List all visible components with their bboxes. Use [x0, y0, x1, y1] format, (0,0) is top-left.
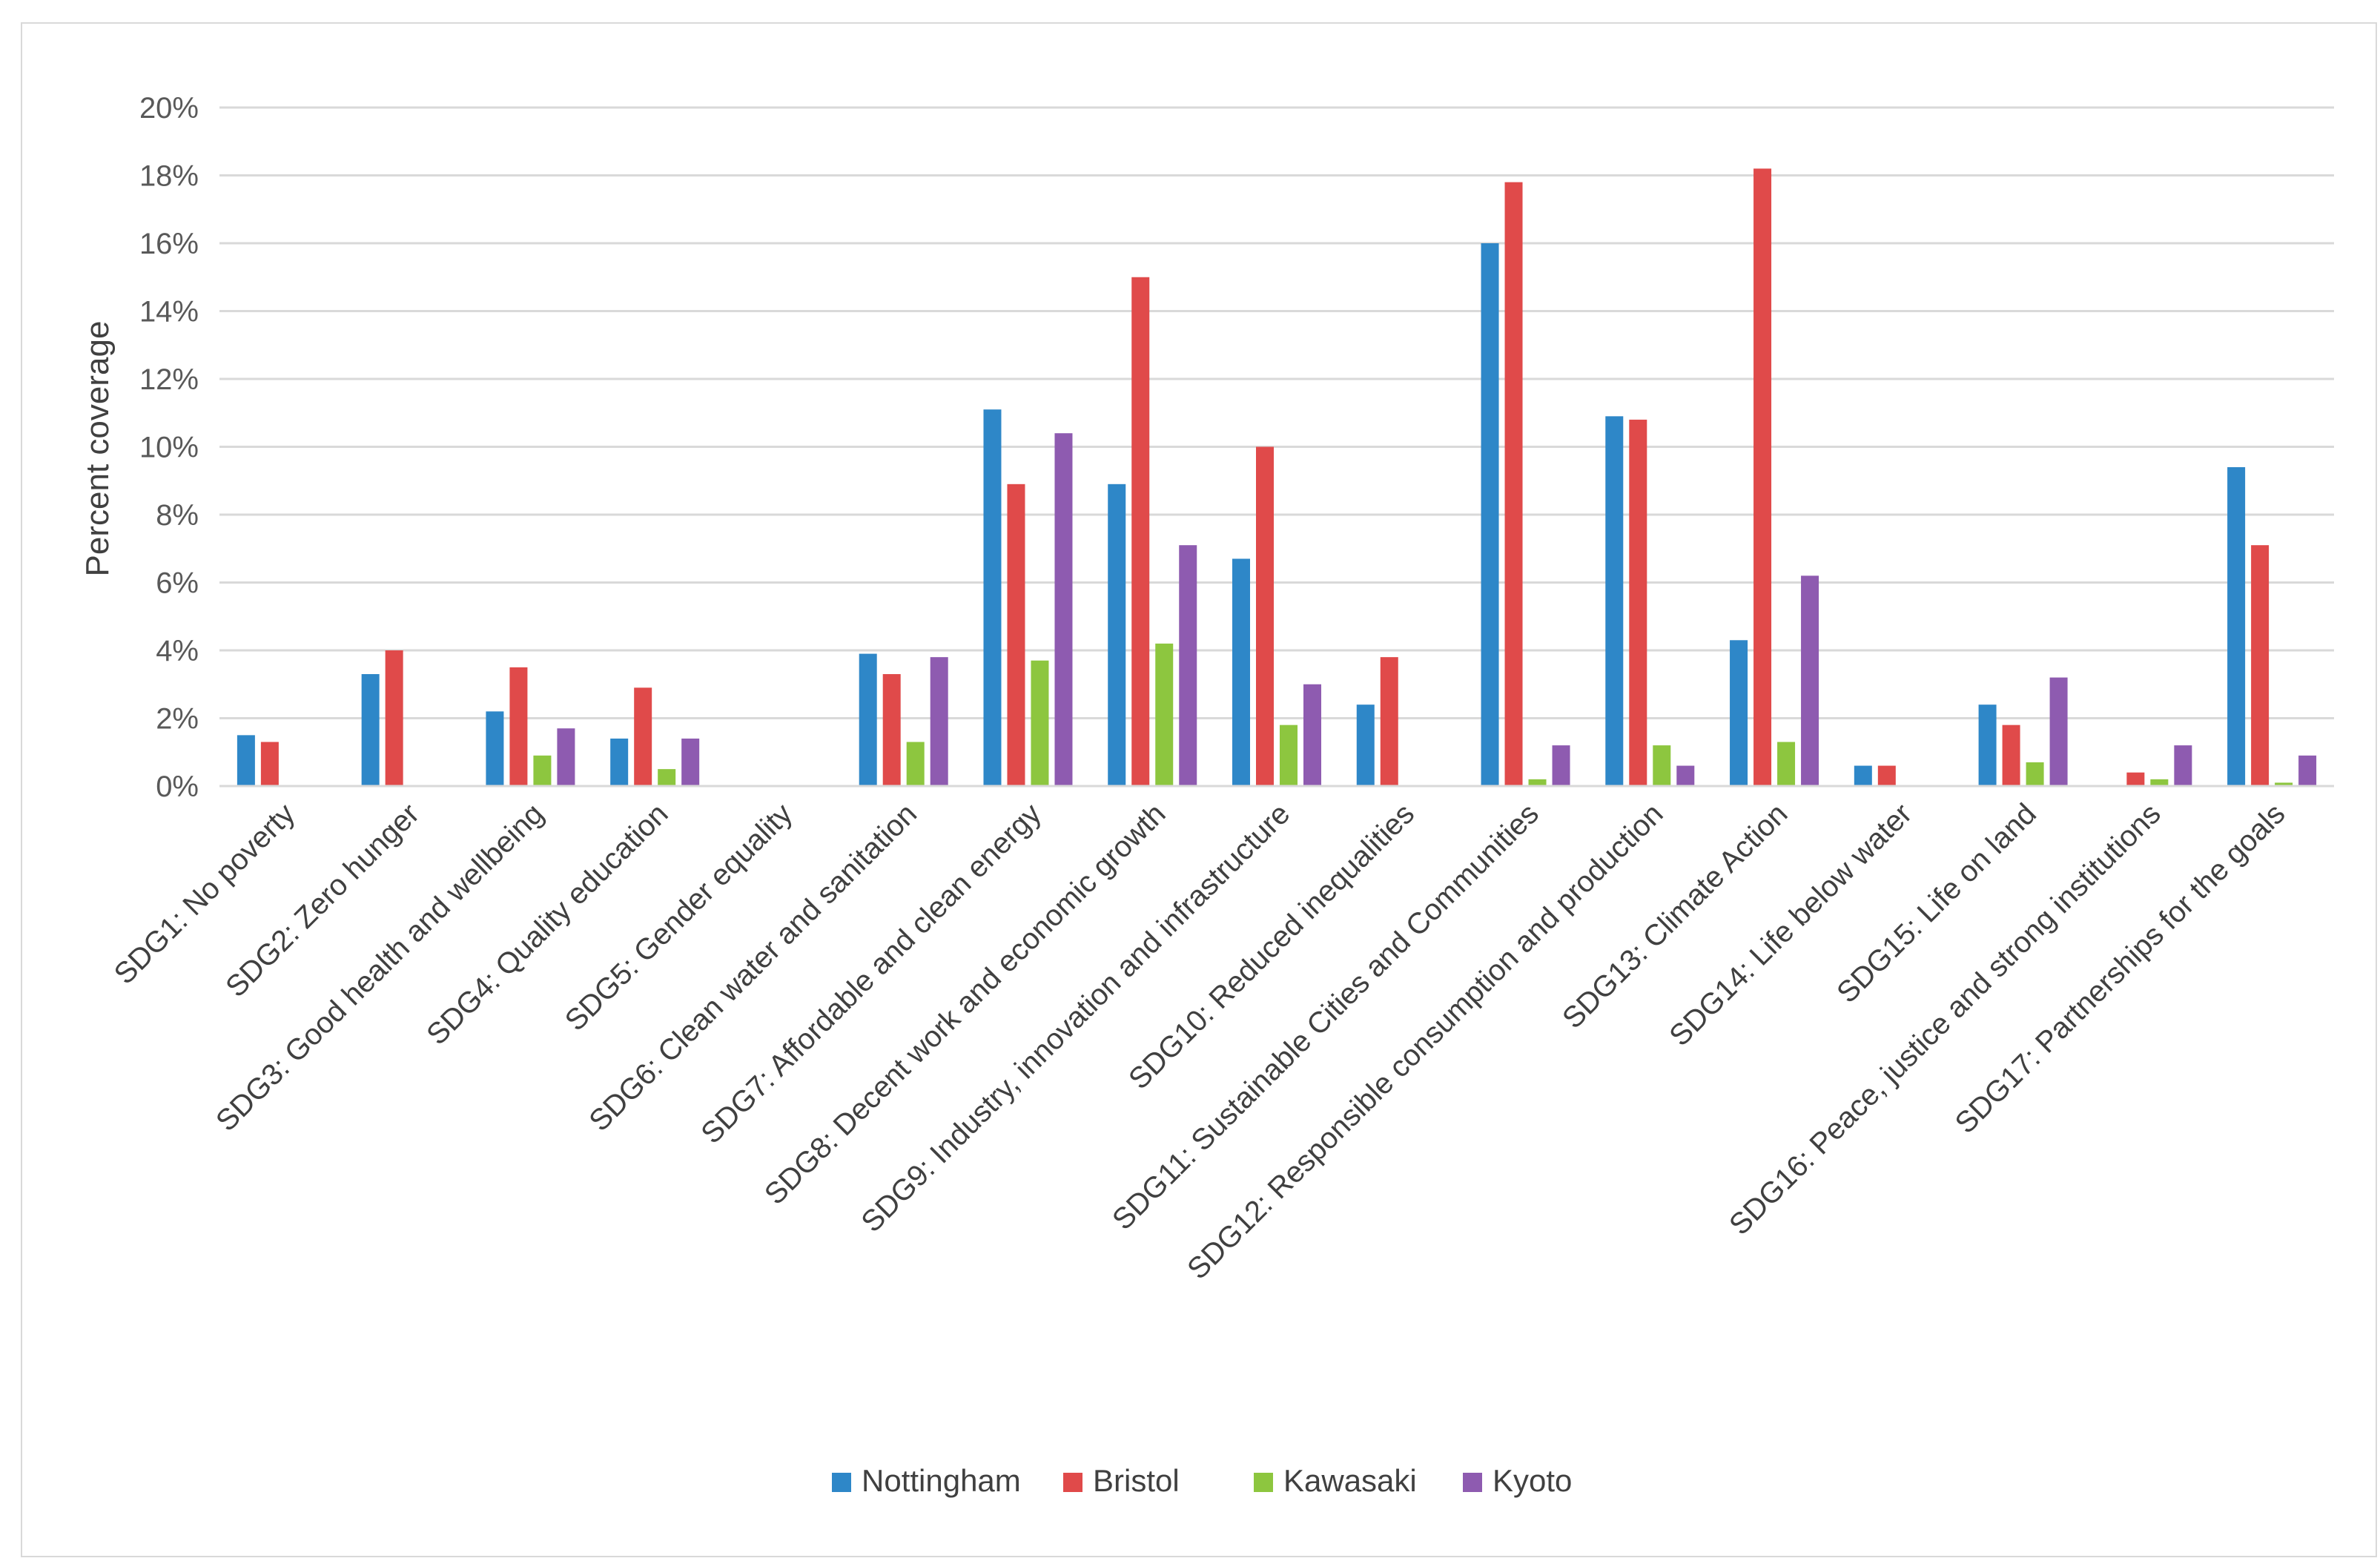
bar-kyoto — [681, 738, 700, 786]
y-tick-label: 6% — [156, 567, 199, 600]
bar-nottingham — [1854, 765, 1872, 786]
bar-kyoto — [2049, 677, 2068, 786]
bar-bristol — [634, 687, 652, 786]
legend: Nottingham Bristol Kawasaki Kyoto — [832, 1463, 1572, 1498]
bar-bristol — [2002, 725, 2020, 786]
bar-bristol — [1753, 168, 1772, 787]
bar-nottingham — [486, 711, 504, 786]
bar-nottingham — [1481, 243, 1499, 786]
bar-kyoto — [2174, 745, 2192, 786]
y-tick-label: 2% — [156, 703, 199, 736]
x-category-label: SDG11: Sustainable Cities and Communitie… — [1106, 797, 1545, 1236]
y-axis-ticks: 0% 2% 4% 6% 8% 10% 12% 14% 16% 18% 20% — [139, 92, 199, 803]
bar-bristol — [2126, 772, 2145, 786]
legend-label-nottingham: Nottingham — [862, 1463, 1021, 1498]
bar-kyoto — [1801, 575, 1819, 786]
bar-kawasaki — [533, 755, 552, 786]
x-category-label: SDG13: Climate Action — [1556, 797, 1794, 1034]
bar-nottingham — [2227, 466, 2246, 786]
bar-bristol — [385, 650, 403, 786]
bar-kyoto — [1676, 765, 1695, 786]
legend-label-kyoto: Kyoto — [1493, 1463, 1572, 1498]
bar-nottingham — [1232, 558, 1250, 786]
x-category-label: SDG5: Gender equality — [559, 797, 799, 1037]
bar-bristol — [882, 674, 901, 786]
bar-kyoto — [1179, 545, 1197, 786]
bar-kawasaki — [1777, 742, 1796, 786]
y-tick-label: 0% — [156, 770, 199, 803]
bar-nottingham — [1978, 704, 1997, 786]
bar-kawasaki — [906, 742, 925, 786]
bar-bristol — [1629, 419, 1647, 786]
bar-kawasaki — [1155, 643, 1174, 786]
bar-nottingham — [1605, 416, 1624, 786]
bar-kyoto — [930, 657, 948, 786]
bar-kawasaki — [1031, 660, 1049, 786]
bar-nottingham — [237, 735, 255, 786]
x-category-label: SDG4: Quality education — [420, 797, 674, 1051]
legend-label-bristol: Bristol — [1093, 1463, 1180, 1498]
chart-frame — [21, 22, 2377, 1557]
x-category-label: SDG9: Industry, innovation and infrastru… — [855, 797, 1296, 1238]
y-tick-label: 10% — [139, 432, 199, 464]
bar-nottingham — [1730, 640, 1748, 786]
bar-kyoto — [1552, 745, 1570, 786]
y-tick-label: 14% — [139, 296, 199, 329]
y-tick-label: 20% — [139, 92, 199, 125]
y-tick-label: 12% — [139, 363, 199, 396]
bar-kawasaki — [2026, 762, 2044, 786]
bar-kawasaki — [1653, 745, 1671, 786]
bar-nottingham — [610, 738, 629, 786]
bar-kyoto — [1054, 433, 1073, 786]
y-tick-label: 4% — [156, 635, 199, 667]
bar-bristol — [1007, 484, 1025, 786]
bar-bristol — [2251, 545, 2270, 786]
x-category-label: SDG12: Responsible consumption and produ… — [1181, 797, 1669, 1285]
legend-swatch-nottingham — [832, 1473, 851, 1492]
bar-nottingham — [1108, 484, 1126, 786]
bar-bristol — [509, 667, 528, 786]
bar-kawasaki — [658, 769, 676, 786]
bar-kyoto — [1303, 684, 1321, 786]
bar-bristol — [1877, 765, 1896, 786]
bar-bristol — [1504, 182, 1523, 786]
bars — [237, 168, 2317, 787]
bar-kyoto — [2298, 755, 2317, 786]
bar-nottingham — [361, 674, 380, 786]
bar-kyoto — [557, 728, 575, 786]
bar-kawasaki — [2275, 782, 2293, 786]
legend-swatch-kyoto — [1463, 1473, 1482, 1492]
legend-swatch-bristol — [1063, 1473, 1082, 1492]
y-tick-label: 18% — [139, 160, 199, 193]
y-axis-title: Percent coverage — [79, 321, 116, 577]
bar-bristol — [260, 742, 279, 786]
y-tick-label: 16% — [139, 228, 199, 260]
bar-nottingham — [983, 409, 1002, 786]
bar-nottingham — [859, 653, 877, 786]
x-category-label: SDG16: Peace, justice and strong institu… — [1723, 797, 2167, 1241]
bar-bristol — [1380, 657, 1398, 786]
legend-label-kawasaki: Kawasaki — [1283, 1463, 1417, 1498]
bar-nottingham — [1356, 704, 1375, 786]
bar-kawasaki — [1280, 725, 1298, 786]
bar-kawasaki — [1528, 779, 1547, 786]
bar-kawasaki — [2150, 779, 2169, 786]
gridlines — [219, 106, 2334, 719]
x-category-label: SDG14: Life below water — [1663, 797, 1918, 1052]
bar-bristol — [1256, 446, 1274, 786]
y-tick-label: 8% — [156, 499, 199, 532]
legend-swatch-kawasaki — [1254, 1473, 1273, 1492]
bar-bristol — [1131, 277, 1150, 786]
